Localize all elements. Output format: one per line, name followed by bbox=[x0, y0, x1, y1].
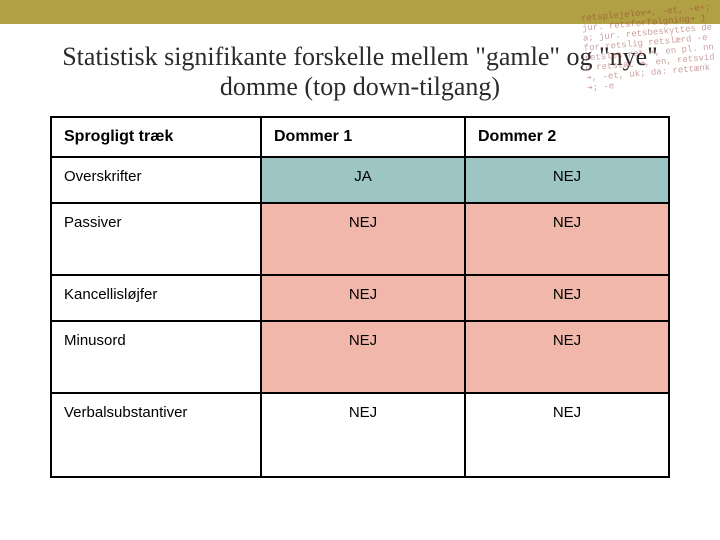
slide-title: Statistisk signifikante forskelle mellem… bbox=[40, 42, 680, 102]
col-header-feature: Sprogligt træk bbox=[51, 117, 261, 157]
table-row: PassiverNEJNEJ bbox=[51, 203, 669, 275]
cell-judge2: NEJ bbox=[465, 393, 669, 477]
table-row: KancellisløjferNEJNEJ bbox=[51, 275, 669, 321]
cell-judge1: NEJ bbox=[261, 203, 465, 275]
row-label: Overskrifter bbox=[51, 157, 261, 203]
cell-judge1: NEJ bbox=[261, 321, 465, 393]
header-bar bbox=[0, 0, 720, 24]
table-row: VerbalsubstantiverNEJNEJ bbox=[51, 393, 669, 477]
table-row: MinusordNEJNEJ bbox=[51, 321, 669, 393]
row-label: Passiver bbox=[51, 203, 261, 275]
cell-judge2: NEJ bbox=[465, 321, 669, 393]
comparison-table: Sprogligt træk Dommer 1 Dommer 2 Overskr… bbox=[50, 116, 670, 478]
cell-judge2: NEJ bbox=[465, 157, 669, 203]
col-header-judge2: Dommer 2 bbox=[465, 117, 669, 157]
cell-judge1: JA bbox=[261, 157, 465, 203]
row-label: Kancellisløjfer bbox=[51, 275, 261, 321]
row-label: Verbalsubstantiver bbox=[51, 393, 261, 477]
cell-judge2: NEJ bbox=[465, 203, 669, 275]
col-header-judge1: Dommer 1 bbox=[261, 117, 465, 157]
cell-judge2: NEJ bbox=[465, 275, 669, 321]
table-body: OverskrifterJANEJPassiverNEJNEJKancellis… bbox=[51, 157, 669, 477]
table-row: OverskrifterJANEJ bbox=[51, 157, 669, 203]
cell-judge1: NEJ bbox=[261, 275, 465, 321]
cell-judge1: NEJ bbox=[261, 393, 465, 477]
row-label: Minusord bbox=[51, 321, 261, 393]
table-header-row: Sprogligt træk Dommer 1 Dommer 2 bbox=[51, 117, 669, 157]
